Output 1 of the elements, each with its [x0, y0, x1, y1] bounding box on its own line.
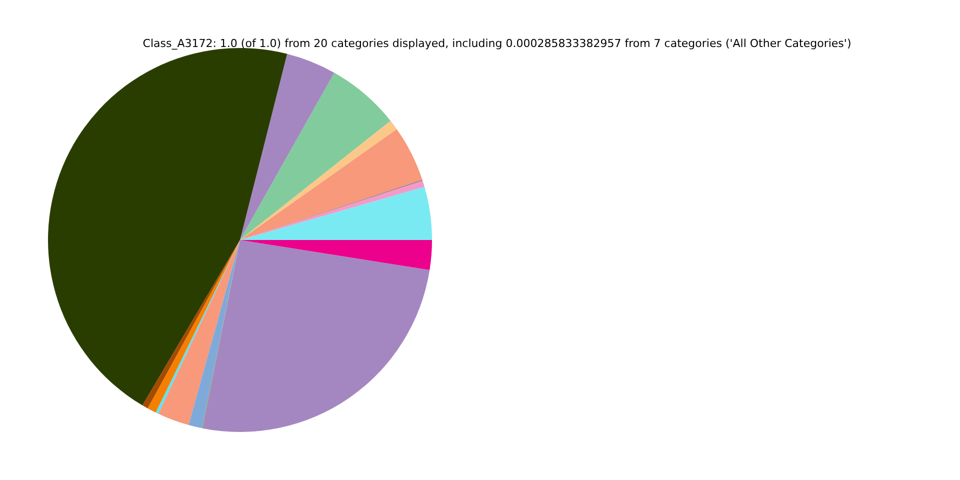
text: Class_A3172: 1.0 (of 1.0) from 20 categories displayed, including 0.000285833382957 from 7 categories ('All Other Categories'): [142, 37, 852, 50]
